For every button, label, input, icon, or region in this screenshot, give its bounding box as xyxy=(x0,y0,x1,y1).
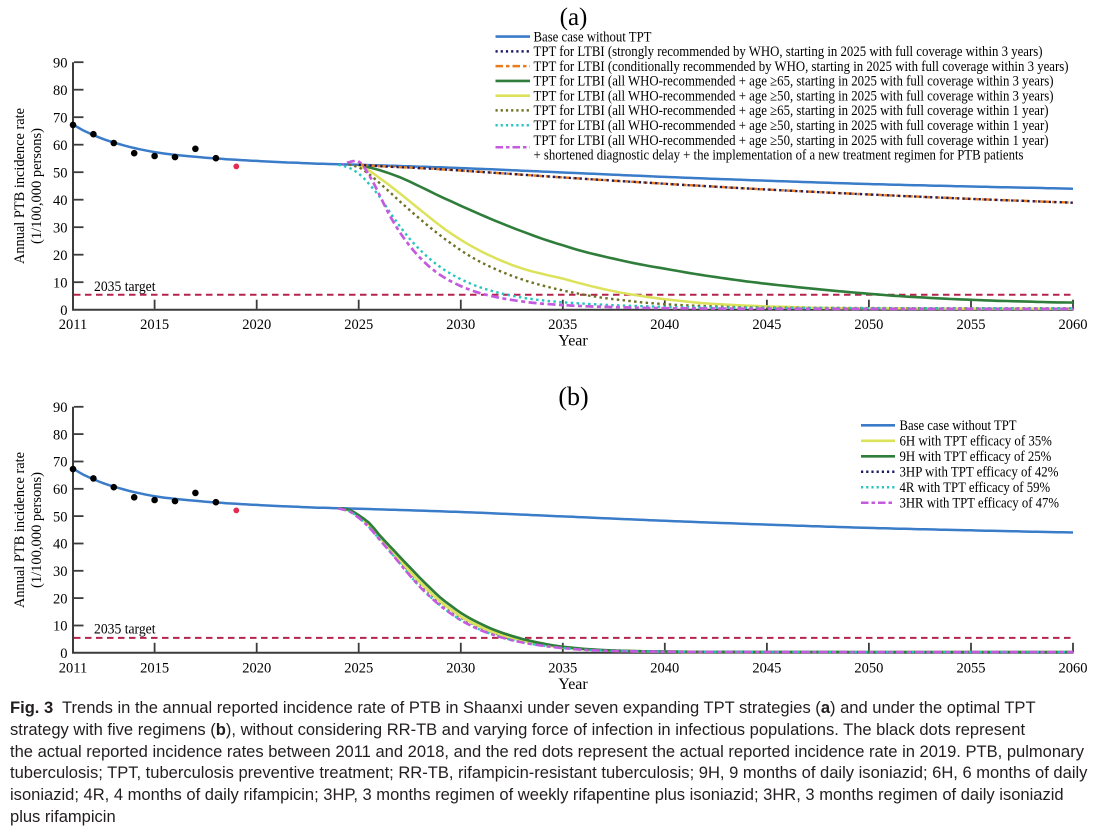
svg-text:70: 70 xyxy=(53,455,68,471)
svg-text:(a): (a) xyxy=(560,4,588,31)
svg-text:9H with TPT efficacy of 25%: 9H with TPT efficacy of 25% xyxy=(900,449,1052,465)
svg-text:2040: 2040 xyxy=(650,317,679,333)
svg-text:50: 50 xyxy=(53,509,68,525)
svg-text:TPT for LTBI (all WHO-recommen: TPT for LTBI (all WHO-recommended + age … xyxy=(534,103,1049,119)
svg-text:2030: 2030 xyxy=(446,317,475,333)
svg-text:10: 10 xyxy=(53,275,68,291)
svg-text:40: 40 xyxy=(53,537,68,553)
svg-text:2050: 2050 xyxy=(854,317,883,333)
svg-text:30: 30 xyxy=(53,220,68,236)
svg-text:TPT for LTBI (all WHO-recommen: TPT for LTBI (all WHO-recommended + age … xyxy=(534,74,1054,90)
svg-text:30: 30 xyxy=(53,564,68,580)
svg-text:Base case without TPT: Base case without TPT xyxy=(534,29,652,45)
svg-text:2020: 2020 xyxy=(242,317,271,333)
svg-text:2035: 2035 xyxy=(548,660,577,676)
svg-text:4R with TPT efficacy of 59%: 4R with TPT efficacy of 59% xyxy=(900,480,1051,496)
svg-text:(1/100,000 persons): (1/100,000 persons) xyxy=(29,472,45,588)
svg-text:2025: 2025 xyxy=(344,317,373,333)
svg-text:20: 20 xyxy=(53,591,68,607)
svg-text:40: 40 xyxy=(53,193,68,209)
svg-text:2015: 2015 xyxy=(140,317,169,333)
svg-text:+ shortened diagnostic delay +: + shortened diagnostic delay + the imple… xyxy=(534,148,1024,164)
svg-text:2011: 2011 xyxy=(59,317,87,333)
svg-text:60: 60 xyxy=(53,482,68,498)
svg-text:50: 50 xyxy=(53,165,68,181)
svg-text:0: 0 xyxy=(60,646,67,662)
svg-text:(b): (b) xyxy=(558,382,588,411)
svg-text:TPT for LTBI (strongly recomme: TPT for LTBI (strongly recommended by WH… xyxy=(534,44,1043,60)
svg-text:3HP with TPT efficacy of 42%: 3HP with TPT efficacy of 42% xyxy=(900,465,1059,481)
svg-text:80: 80 xyxy=(53,83,68,99)
svg-text:2060: 2060 xyxy=(1059,317,1088,333)
svg-text:2040: 2040 xyxy=(650,660,679,676)
svg-text:3HR with TPT efficacy of 47%: 3HR with TPT efficacy of 47% xyxy=(900,496,1060,512)
svg-text:2035: 2035 xyxy=(548,317,577,333)
svg-text:2055: 2055 xyxy=(957,660,986,676)
svg-text:TPT for LTBI (all WHO-recommen: TPT for LTBI (all WHO-recommended + age … xyxy=(534,89,1054,105)
svg-text:2050: 2050 xyxy=(854,660,883,676)
svg-text:0: 0 xyxy=(60,303,67,319)
svg-text:2045: 2045 xyxy=(752,317,781,333)
svg-text:60: 60 xyxy=(53,138,68,154)
svg-text:80: 80 xyxy=(53,427,68,443)
svg-text:TPT for LTBI (all WHO-recommen: TPT for LTBI (all WHO-recommended + age … xyxy=(534,133,1049,149)
svg-text:Year: Year xyxy=(558,333,588,350)
svg-text:Base case without TPT: Base case without TPT xyxy=(900,418,1017,434)
svg-text:TPT for LTBI (all WHO-recommen: TPT for LTBI (all WHO-recommended + age … xyxy=(534,118,1049,134)
svg-text:10: 10 xyxy=(53,619,68,635)
svg-text:70: 70 xyxy=(53,110,68,126)
svg-text:Annual PTB incidence rate: Annual PTB incidence rate xyxy=(12,452,28,608)
svg-text:(1/100,000 persons): (1/100,000 persons) xyxy=(29,128,45,244)
svg-text:2055: 2055 xyxy=(957,317,986,333)
svg-text:2015: 2015 xyxy=(140,660,169,676)
svg-text:2035 target: 2035 target xyxy=(94,279,156,295)
svg-text:2025: 2025 xyxy=(344,660,373,676)
svg-text:Year: Year xyxy=(558,676,588,693)
svg-text:2020: 2020 xyxy=(242,660,271,676)
svg-text:2030: 2030 xyxy=(446,660,475,676)
svg-text:6H with TPT efficacy of 35%: 6H with TPT efficacy of 35% xyxy=(900,434,1052,450)
svg-text:20: 20 xyxy=(53,248,68,264)
svg-text:TPT for LTBI (conditionally re: TPT for LTBI (conditionally recommended … xyxy=(534,59,1069,75)
svg-text:2045: 2045 xyxy=(752,660,781,676)
svg-text:2060: 2060 xyxy=(1059,660,1088,676)
svg-text:90: 90 xyxy=(53,400,68,416)
svg-text:2035 target: 2035 target xyxy=(94,622,156,638)
svg-text:Annual PTB incidence rate: Annual PTB incidence rate xyxy=(12,108,28,264)
svg-text:2011: 2011 xyxy=(59,660,87,676)
svg-text:90: 90 xyxy=(53,55,68,71)
